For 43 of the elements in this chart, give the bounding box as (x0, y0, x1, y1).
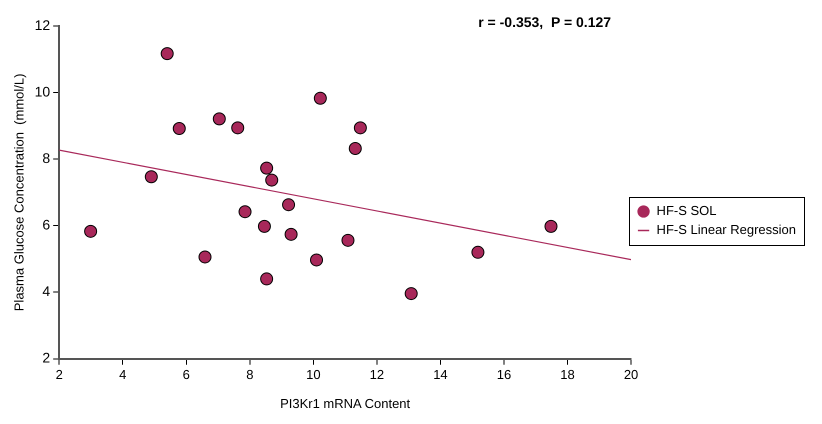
y-axis-title: Plasma Glucose Concentration (mmol/L) (11, 74, 26, 312)
y-tick-label: 2 (42, 350, 50, 366)
y-tick-label: 12 (34, 16, 50, 33)
point (260, 162, 274, 175)
point (265, 174, 278, 187)
point (198, 250, 212, 264)
point (310, 253, 324, 266)
point (172, 122, 186, 136)
point (282, 198, 296, 212)
point (314, 92, 327, 105)
y-tick-label: 8 (42, 150, 50, 166)
y-tick-label: 4 (42, 283, 50, 300)
x-tick-label: 12 (370, 367, 384, 382)
x-axis-title: PI3Kr1 mRNA Content (280, 396, 411, 411)
point (260, 272, 274, 286)
point (238, 205, 252, 218)
x-tick-label: 4 (119, 367, 126, 382)
y-tick-label: 6 (42, 216, 50, 233)
point (354, 121, 367, 134)
point (231, 121, 244, 134)
point (84, 224, 98, 238)
legend-label: HF-S SOL (656, 203, 717, 218)
x-tick-label: 8 (246, 367, 254, 382)
x-tick-label: 14 (433, 367, 448, 382)
point (212, 112, 226, 126)
point (144, 170, 158, 184)
point (404, 287, 418, 300)
y-tick-label: 10 (34, 83, 50, 100)
point (160, 47, 174, 60)
point (544, 220, 558, 233)
point (341, 234, 354, 247)
x-tick-label: 6 (182, 367, 190, 382)
x-tick-label: 18 (560, 367, 575, 382)
x-tick-label: 16 (496, 367, 512, 382)
x-tick-label: 20 (624, 367, 638, 382)
legend-label: HF-S Linear Regression (656, 222, 796, 238)
point (258, 220, 271, 233)
point (284, 228, 298, 241)
annotation: r = -0.353, P = 0.127 (478, 14, 612, 30)
x-tick-label: 2 (56, 367, 63, 382)
x-tick-label: 10 (306, 367, 321, 382)
point (348, 142, 362, 155)
point (471, 246, 484, 259)
